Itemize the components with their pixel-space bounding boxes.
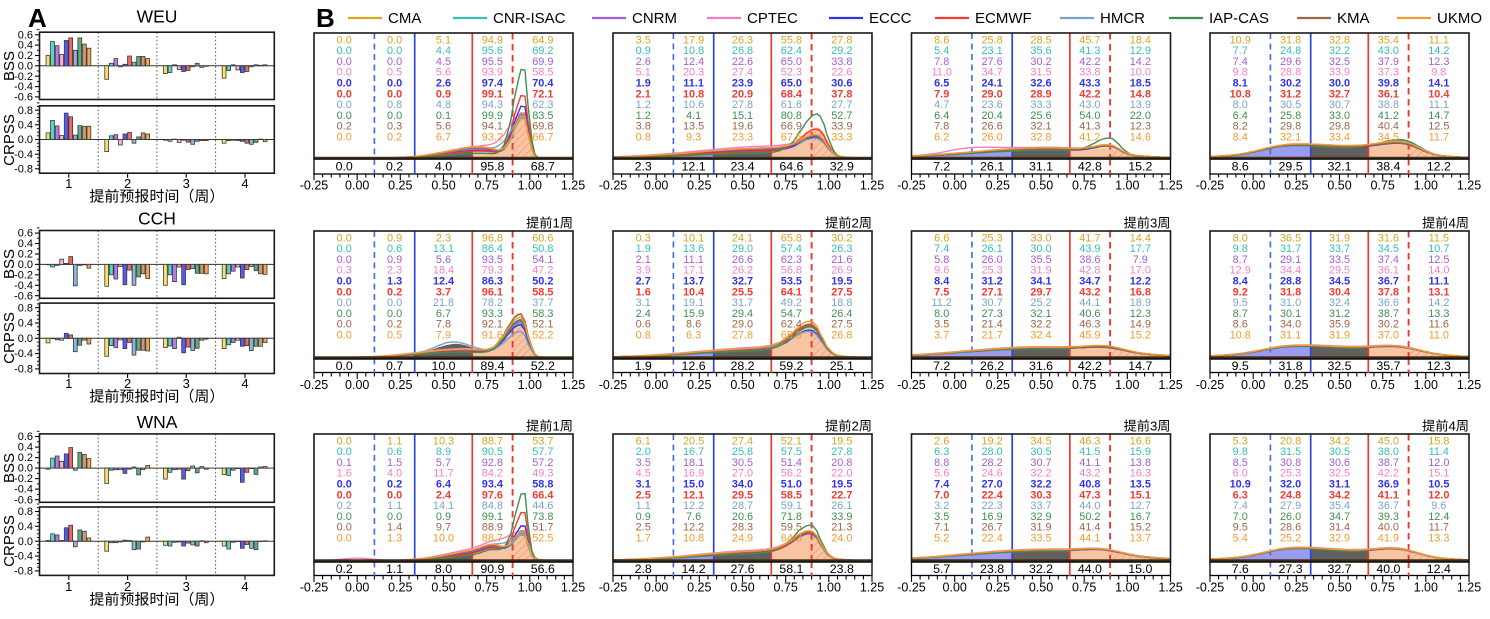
svg-text:1: 1 [553, 216, 560, 231]
svg-text:1: 1 [65, 176, 72, 191]
svg-text:BSS: BSS [1, 453, 18, 483]
svg-text:ECCC: ECCC [869, 10, 912, 27]
svg-text:1: 1 [553, 419, 560, 434]
svg-text:0.8: 0.8 [18, 302, 33, 314]
svg-text:BSS: BSS [1, 51, 18, 81]
svg-text:2: 2 [124, 176, 131, 191]
svg-text:0.4: 0.4 [18, 521, 33, 533]
svg-text:B: B [316, 3, 335, 33]
svg-text:0.2: 0.2 [18, 249, 33, 261]
svg-text:CNR-ISAC: CNR-ISAC [493, 10, 566, 27]
svg-text:3: 3 [1150, 216, 1157, 231]
svg-text:WNA: WNA [137, 412, 178, 432]
svg-text:3: 3 [183, 376, 190, 391]
svg-text:0.6: 0.6 [18, 29, 33, 41]
svg-text:3: 3 [183, 176, 190, 191]
svg-text:-0.6: -0.6 [14, 290, 33, 302]
svg-text:0.2: 0.2 [18, 452, 33, 464]
svg-text:0.4: 0.4 [18, 238, 33, 250]
svg-text:4: 4 [241, 176, 248, 191]
svg-text:0.6: 0.6 [18, 228, 33, 240]
svg-text:3: 3 [1150, 419, 1157, 434]
svg-text:0.0: 0.0 [18, 463, 33, 475]
svg-text:0.0: 0.0 [18, 60, 33, 72]
svg-text:0.4: 0.4 [18, 119, 33, 131]
svg-text:BSS: BSS [1, 249, 18, 279]
svg-text:IAP-CAS: IAP-CAS [1209, 10, 1269, 27]
svg-text:-0.6: -0.6 [14, 494, 33, 506]
svg-text:CMA: CMA [388, 10, 421, 27]
svg-text:CRPSS: CRPSS [1, 515, 18, 567]
svg-text:4: 4 [241, 579, 248, 594]
svg-text:4: 4 [1449, 419, 1456, 434]
svg-text:-0.6: -0.6 [14, 92, 33, 104]
svg-text:-0.4: -0.4 [14, 81, 33, 93]
svg-text:0.4: 0.4 [18, 40, 33, 52]
svg-text:1: 1 [65, 579, 72, 594]
svg-text:WEU: WEU [137, 7, 178, 27]
svg-text:-0.8: -0.8 [14, 364, 33, 376]
svg-text:0.6: 0.6 [18, 431, 33, 443]
svg-text:0.0: 0.0 [18, 333, 33, 345]
svg-text:-0.4: -0.4 [14, 280, 33, 292]
svg-text:0.2: 0.2 [18, 50, 33, 62]
svg-text:-0.4: -0.4 [14, 484, 33, 496]
svg-text:HMCR: HMCR [1100, 10, 1145, 27]
svg-text:2: 2 [852, 419, 859, 434]
svg-text:CCH: CCH [138, 209, 176, 229]
svg-text:0.0: 0.0 [18, 259, 33, 271]
svg-text:4: 4 [241, 376, 248, 391]
svg-text:2: 2 [124, 579, 131, 594]
svg-text:4: 4 [1449, 216, 1456, 231]
svg-text:2: 2 [124, 376, 131, 391]
svg-text:CNRM: CNRM [632, 10, 677, 27]
svg-text:2: 2 [852, 216, 859, 231]
svg-text:0.0: 0.0 [18, 134, 33, 146]
svg-text:0.4: 0.4 [18, 318, 33, 330]
svg-text:0.8: 0.8 [18, 506, 33, 518]
svg-text:3: 3 [183, 579, 190, 594]
svg-text:KMA: KMA [1337, 10, 1370, 27]
svg-text:CRPSS: CRPSS [1, 114, 18, 166]
svg-text:1: 1 [65, 376, 72, 391]
svg-text:UKMO: UKMO [1437, 10, 1482, 27]
svg-text:0.0: 0.0 [18, 536, 33, 548]
svg-text:0.8: 0.8 [18, 105, 33, 117]
svg-text:ECMWF: ECMWF [975, 10, 1032, 27]
svg-text:CPTEC: CPTEC [747, 10, 798, 27]
svg-text:CRPSS: CRPSS [1, 312, 18, 364]
svg-text:0.4: 0.4 [18, 442, 33, 454]
